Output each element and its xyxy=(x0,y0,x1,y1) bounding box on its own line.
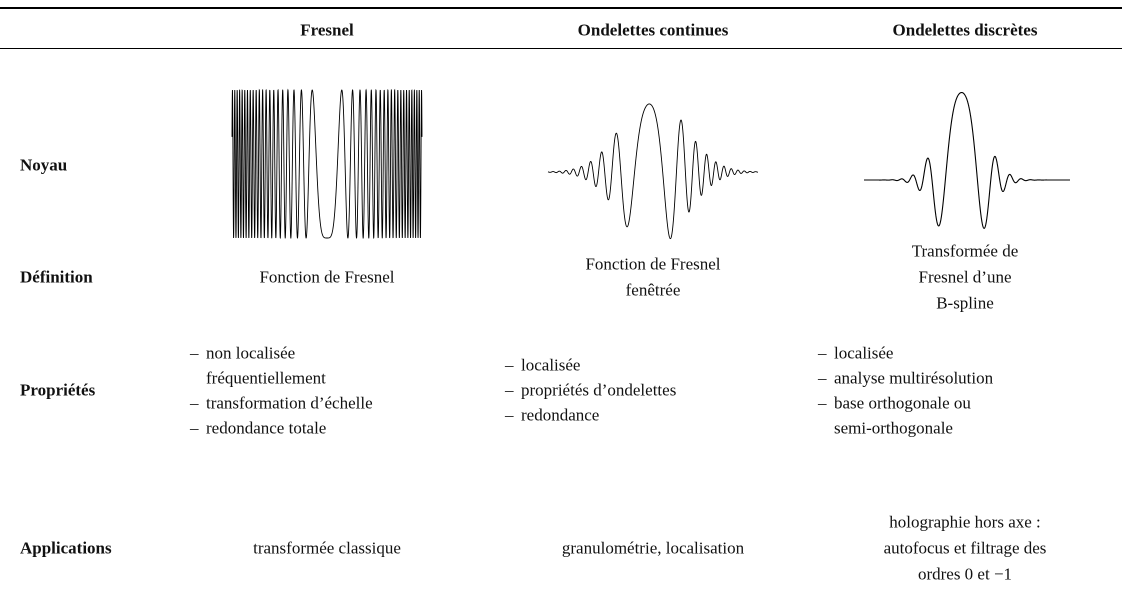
discrete-wavelet-kernel xyxy=(864,91,1070,229)
list-item: redondance totale xyxy=(190,419,326,436)
cell-text: ordres 0 et −1 xyxy=(917,564,1013,584)
row-label: Définition xyxy=(20,267,93,287)
cell-text: transformée classique xyxy=(253,538,401,558)
top-rule xyxy=(0,7,1122,9)
list-item: semi-orthogonale xyxy=(834,418,953,437)
cell-text: fenêtrée xyxy=(625,280,681,300)
list-item: base orthogonale ou xyxy=(818,394,971,411)
list-item: non localisée xyxy=(190,344,295,361)
column-header: Ondelettes discrètes xyxy=(892,20,1038,40)
cell-text: B-spline xyxy=(936,293,994,313)
list-item: localisée xyxy=(505,357,581,374)
cell-text: Fresnel d’une xyxy=(918,267,1012,287)
row-label: Applications xyxy=(20,538,112,558)
header-rule xyxy=(0,48,1122,49)
column-header: Ondelettes continues xyxy=(577,20,729,40)
list-item: transformation d’échelle xyxy=(190,394,373,411)
row-label: Noyau xyxy=(20,155,68,175)
cell-text: granulométrie, localisation xyxy=(561,538,745,558)
cell-text: Fonction de Fresnel xyxy=(259,267,395,287)
list-item: propriétés d’ondelettes xyxy=(505,382,676,399)
list-item: analyse multirésolution xyxy=(818,369,993,386)
cell-text: autofocus et filtrage des xyxy=(883,538,1047,558)
continuous-wavelet-kernel xyxy=(547,103,759,240)
fresnel-kernel xyxy=(231,88,423,240)
cell-text: holographie hors axe : xyxy=(889,512,1041,532)
cell-text: Fonction de Fresnel xyxy=(585,254,721,274)
column-header: Fresnel xyxy=(300,20,354,40)
list-item: localisée xyxy=(818,344,894,361)
list-item: fréquentiellement xyxy=(206,368,326,387)
row-label: Propriétés xyxy=(20,380,96,400)
list-item: redondance xyxy=(505,407,599,424)
cell-text: Transformée de xyxy=(911,241,1019,261)
